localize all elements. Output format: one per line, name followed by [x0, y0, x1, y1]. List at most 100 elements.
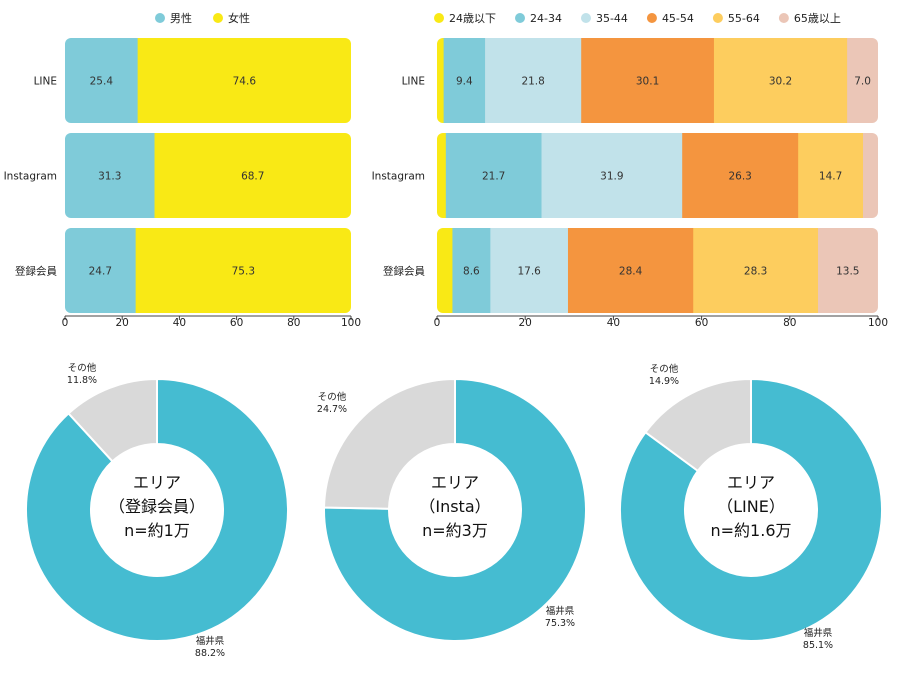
data-label: 75.3	[232, 266, 255, 278]
center-label-line: エリア	[431, 473, 479, 492]
data-label: 30.1	[636, 76, 659, 88]
tick-label: 60	[230, 317, 243, 329]
slice-value: 88.2%	[195, 648, 225, 659]
slice-value: 85.1%	[803, 640, 833, 651]
category-label: LINE	[402, 76, 425, 88]
donut-slice	[323, 377, 456, 510]
bar-segment	[437, 228, 453, 313]
legend-item: 65歳以上	[778, 12, 841, 25]
bar-segment	[847, 38, 878, 123]
legend-swatch	[515, 13, 525, 23]
legend-label: 35-44	[596, 12, 628, 25]
center-label-line: n=約1万	[124, 521, 190, 540]
bar-segment	[818, 228, 878, 313]
category-label: 登録会員	[383, 265, 425, 278]
tick-label: 100	[868, 317, 888, 329]
slice-name: その他	[68, 362, 97, 374]
bar-row: 8.6 17.6 28.4 28.3 13.5 登録会員	[383, 228, 878, 313]
center-label-line: エリア	[727, 473, 775, 492]
bar-segment	[437, 38, 445, 123]
data-label: 28.4	[619, 266, 643, 278]
legend-item: 55-64	[712, 12, 760, 25]
data-label: 28.3	[744, 266, 767, 278]
legend-item: 男性	[155, 11, 192, 25]
donut-slice	[25, 377, 289, 642]
legend-swatch	[712, 13, 723, 23]
bar-segment	[65, 133, 155, 218]
center-label-line: エリア	[133, 473, 181, 492]
center-label-line: （LINE）	[717, 497, 785, 516]
legend-item: 女性	[213, 11, 250, 25]
legend-label: 女性	[228, 11, 250, 25]
bar-segment	[135, 228, 351, 313]
legend-item: 35-44	[580, 12, 628, 25]
bar-segment	[693, 228, 819, 313]
legend-label: 男性	[170, 11, 192, 25]
donut-slice	[67, 377, 158, 463]
bar-segment	[452, 228, 491, 313]
bar-segments	[437, 133, 878, 218]
bar-segment	[443, 38, 486, 123]
bar-segment	[581, 38, 715, 123]
data-label: 25.4	[90, 76, 114, 88]
tick-label: 0	[434, 317, 441, 329]
bar-segment	[485, 38, 582, 123]
bar-segments	[437, 228, 878, 313]
center-label-line: （Insta）	[419, 497, 490, 516]
bar-segments	[437, 38, 878, 123]
slice-name: 福井県	[546, 605, 575, 617]
tick-label: 80	[287, 317, 300, 329]
slice-name: その他	[318, 391, 347, 403]
bar-segment	[713, 38, 848, 123]
legend-swatch	[434, 13, 444, 23]
data-label: 30.2	[769, 76, 792, 88]
bar-segment	[65, 228, 137, 313]
slice-value: 75.3%	[545, 618, 575, 629]
data-label: 31.9	[600, 171, 623, 183]
legend-swatch	[778, 13, 789, 23]
center-label-line: （登録会員）	[109, 497, 205, 516]
data-label: 26.3	[728, 171, 751, 183]
bar-segment	[437, 133, 447, 218]
category-label: Instagram	[4, 171, 57, 183]
x-axis: 0 20 40 60 80 100	[62, 315, 361, 329]
slice-value: 11.8%	[67, 375, 97, 386]
legend-swatch	[213, 13, 223, 23]
tick-label: 80	[783, 317, 796, 329]
data-label: 31.3	[98, 171, 121, 183]
bar-row: 21.7 31.9 26.3 14.7 Instagram	[372, 133, 878, 218]
bar-row: 24.7 75.3 登録会員	[15, 228, 351, 313]
tick-label: 60	[695, 317, 708, 329]
bar-segment	[445, 133, 542, 218]
slice-name: 福井県	[804, 627, 833, 639]
data-label: 68.7	[241, 171, 264, 183]
data-label: 7.0	[854, 76, 871, 88]
legend-label: 65歳以上	[794, 12, 841, 25]
bar-row: 31.3 68.7 Instagram	[4, 133, 351, 218]
data-label: 21.8	[521, 76, 544, 88]
x-axis: 0 20 40 60 80 100	[434, 315, 888, 329]
center-label-line: n=約3万	[422, 521, 488, 540]
tick-label: 40	[607, 317, 620, 329]
bar-segment	[682, 133, 799, 218]
donut-slice	[644, 377, 752, 473]
donut-center-label: エリア （登録会員） n=約1万	[109, 473, 205, 540]
data-label: 24.7	[89, 266, 112, 278]
legend-swatch	[646, 13, 657, 23]
legend-label: 24-34	[530, 12, 562, 25]
tick-label: 100	[341, 317, 361, 329]
bar-segment	[541, 133, 683, 218]
bar-segment	[65, 38, 139, 123]
slice-value: 24.7%	[317, 404, 347, 415]
legend-swatch	[155, 13, 165, 23]
data-label: 21.7	[482, 171, 505, 183]
legend-item: 24-34	[515, 12, 562, 25]
bar-segment	[490, 228, 569, 313]
bar-segment	[567, 228, 694, 313]
tick-label: 20	[116, 317, 129, 329]
slice-name: 福井県	[196, 635, 225, 647]
